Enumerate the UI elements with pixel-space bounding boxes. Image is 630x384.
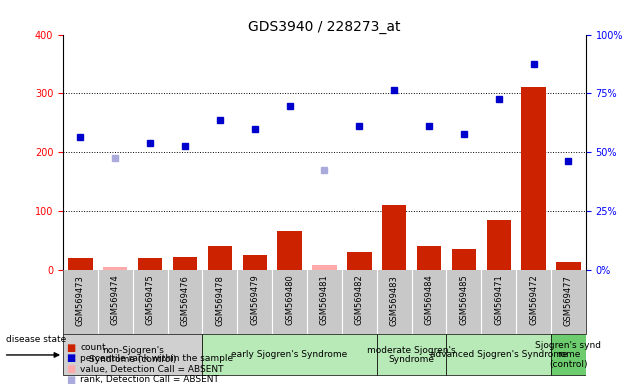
Bar bbox=[486, 220, 511, 270]
Text: advanced Sjogren's Syndrome: advanced Sjogren's Syndrome bbox=[430, 351, 568, 359]
Bar bbox=[173, 257, 197, 270]
Bar bbox=[138, 258, 163, 270]
Text: value, Detection Call = ABSENT: value, Detection Call = ABSENT bbox=[80, 364, 224, 374]
Text: GSM569485: GSM569485 bbox=[459, 275, 468, 325]
Bar bbox=[312, 265, 336, 270]
Text: GSM569478: GSM569478 bbox=[215, 275, 224, 326]
Text: ■: ■ bbox=[66, 375, 76, 384]
Text: GSM569474: GSM569474 bbox=[111, 275, 120, 325]
Text: GSM569477: GSM569477 bbox=[564, 275, 573, 326]
Text: GSM569476: GSM569476 bbox=[181, 275, 190, 326]
Text: non-Sjogren's
Syndrome (control): non-Sjogren's Syndrome (control) bbox=[89, 346, 176, 364]
FancyBboxPatch shape bbox=[63, 334, 202, 376]
Text: GSM569480: GSM569480 bbox=[285, 275, 294, 325]
FancyBboxPatch shape bbox=[447, 334, 551, 376]
Bar bbox=[277, 231, 302, 270]
Text: GSM569475: GSM569475 bbox=[146, 275, 154, 325]
Text: disease state: disease state bbox=[6, 335, 67, 344]
Bar bbox=[522, 88, 546, 270]
Text: GSM569482: GSM569482 bbox=[355, 275, 364, 325]
Text: Sjogren's synd
rome
(control): Sjogren's synd rome (control) bbox=[536, 341, 602, 369]
Text: moderate Sjogren's
Syndrome: moderate Sjogren's Syndrome bbox=[367, 346, 456, 364]
Text: percentile rank within the sample: percentile rank within the sample bbox=[80, 354, 233, 363]
Bar bbox=[347, 252, 372, 270]
Text: GSM569471: GSM569471 bbox=[495, 275, 503, 325]
Text: rank, Detection Call = ABSENT: rank, Detection Call = ABSENT bbox=[80, 375, 219, 384]
FancyBboxPatch shape bbox=[377, 334, 447, 376]
Text: ■: ■ bbox=[66, 353, 76, 363]
Bar bbox=[103, 266, 127, 270]
Bar bbox=[68, 258, 93, 270]
Text: count: count bbox=[80, 343, 106, 352]
Text: GSM569473: GSM569473 bbox=[76, 275, 85, 326]
Text: early Sjogren's Syndrome: early Sjogren's Syndrome bbox=[231, 351, 348, 359]
Text: GSM569483: GSM569483 bbox=[390, 275, 399, 326]
FancyBboxPatch shape bbox=[202, 334, 377, 376]
Bar bbox=[382, 205, 406, 270]
Bar bbox=[243, 255, 267, 270]
Text: GSM569479: GSM569479 bbox=[250, 275, 259, 325]
Text: GSM569484: GSM569484 bbox=[425, 275, 433, 325]
Bar bbox=[452, 249, 476, 270]
Text: ■: ■ bbox=[66, 364, 76, 374]
Title: GDS3940 / 228273_at: GDS3940 / 228273_at bbox=[248, 20, 401, 33]
Bar bbox=[208, 246, 232, 270]
FancyBboxPatch shape bbox=[551, 334, 586, 376]
Text: GSM569472: GSM569472 bbox=[529, 275, 538, 325]
Text: ■: ■ bbox=[66, 343, 76, 353]
Bar bbox=[556, 263, 581, 270]
Bar bbox=[417, 246, 441, 270]
Text: GSM569481: GSM569481 bbox=[320, 275, 329, 325]
